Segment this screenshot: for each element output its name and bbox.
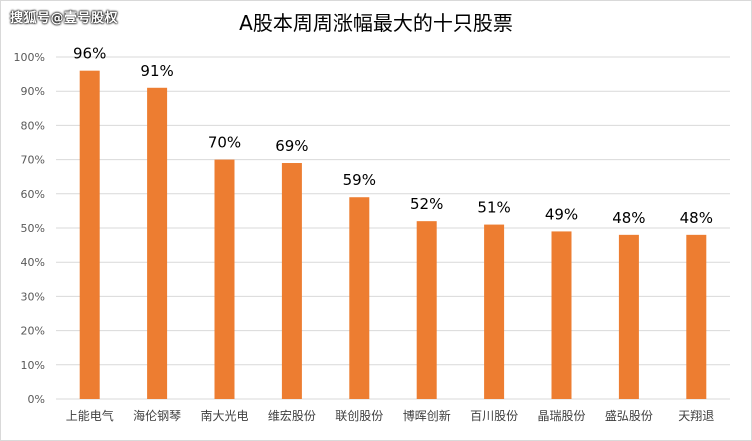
y-tick-label: 50%: [21, 222, 45, 235]
data-label: 70%: [208, 134, 241, 152]
y-tick-label: 10%: [21, 359, 45, 372]
data-label: 96%: [73, 45, 106, 63]
bar: [349, 197, 370, 399]
data-label: 59%: [343, 171, 376, 189]
y-tick-label: 20%: [21, 325, 45, 338]
bar: [551, 231, 572, 399]
bars: [79, 70, 707, 400]
y-tick-label: 60%: [21, 188, 45, 201]
category-label: 天翔退: [678, 409, 714, 423]
data-label: 51%: [477, 199, 510, 217]
bar: [686, 234, 707, 399]
bar: [484, 224, 505, 399]
x-axis-categories: 上能电气 海伦钢琴 南大光电 维宏股份 联创股份 博晖创新 百川股份 晶瑞股份 盛弘股份 天翔退: [66, 408, 715, 423]
data-label: 91%: [140, 62, 173, 80]
bar: [79, 70, 100, 400]
y-axis-ticks: 0% 10% 20% 30% 40% 50% 60% 70% 80% 90% 100%: [14, 51, 45, 406]
category-label: 南大光电: [200, 408, 248, 423]
y-tick-label: 90%: [21, 85, 45, 98]
bar: [147, 87, 168, 399]
data-labels: 96% 91% 70% 69% 59% 52% 51% 49% 48% 48%: [73, 45, 713, 227]
y-tick-label: 100%: [14, 51, 45, 64]
data-label: 49%: [545, 205, 578, 223]
y-tick-label: 0%: [28, 393, 45, 406]
category-label: 上能电气: [66, 408, 114, 423]
y-tick-label: 40%: [21, 256, 45, 269]
bar: [214, 159, 235, 399]
bar: [281, 163, 302, 399]
category-label: 海伦钢琴: [133, 408, 181, 423]
data-label: 48%: [680, 209, 713, 227]
category-label: 博晖创新: [403, 408, 451, 423]
category-label: 维宏股份: [268, 408, 316, 423]
data-label: 48%: [612, 209, 645, 227]
watermark: 搜狐号@壹号股权: [10, 11, 119, 26]
y-tick-label: 30%: [21, 290, 45, 303]
y-tick-label: 80%: [21, 119, 45, 132]
category-label: 盛弘股份: [605, 408, 653, 423]
category-label: 联创股份: [335, 409, 383, 423]
gridlines: [56, 56, 730, 400]
bar: [416, 221, 437, 399]
data-label: 69%: [275, 137, 308, 155]
category-label: 百川股份: [470, 409, 518, 423]
data-label: 52%: [410, 195, 443, 213]
chart-title: A股本周周涨幅最大的十只股票: [239, 11, 513, 35]
bar: [618, 234, 639, 399]
y-tick-label: 70%: [21, 154, 45, 167]
category-label: 晶瑞股份: [537, 409, 585, 423]
